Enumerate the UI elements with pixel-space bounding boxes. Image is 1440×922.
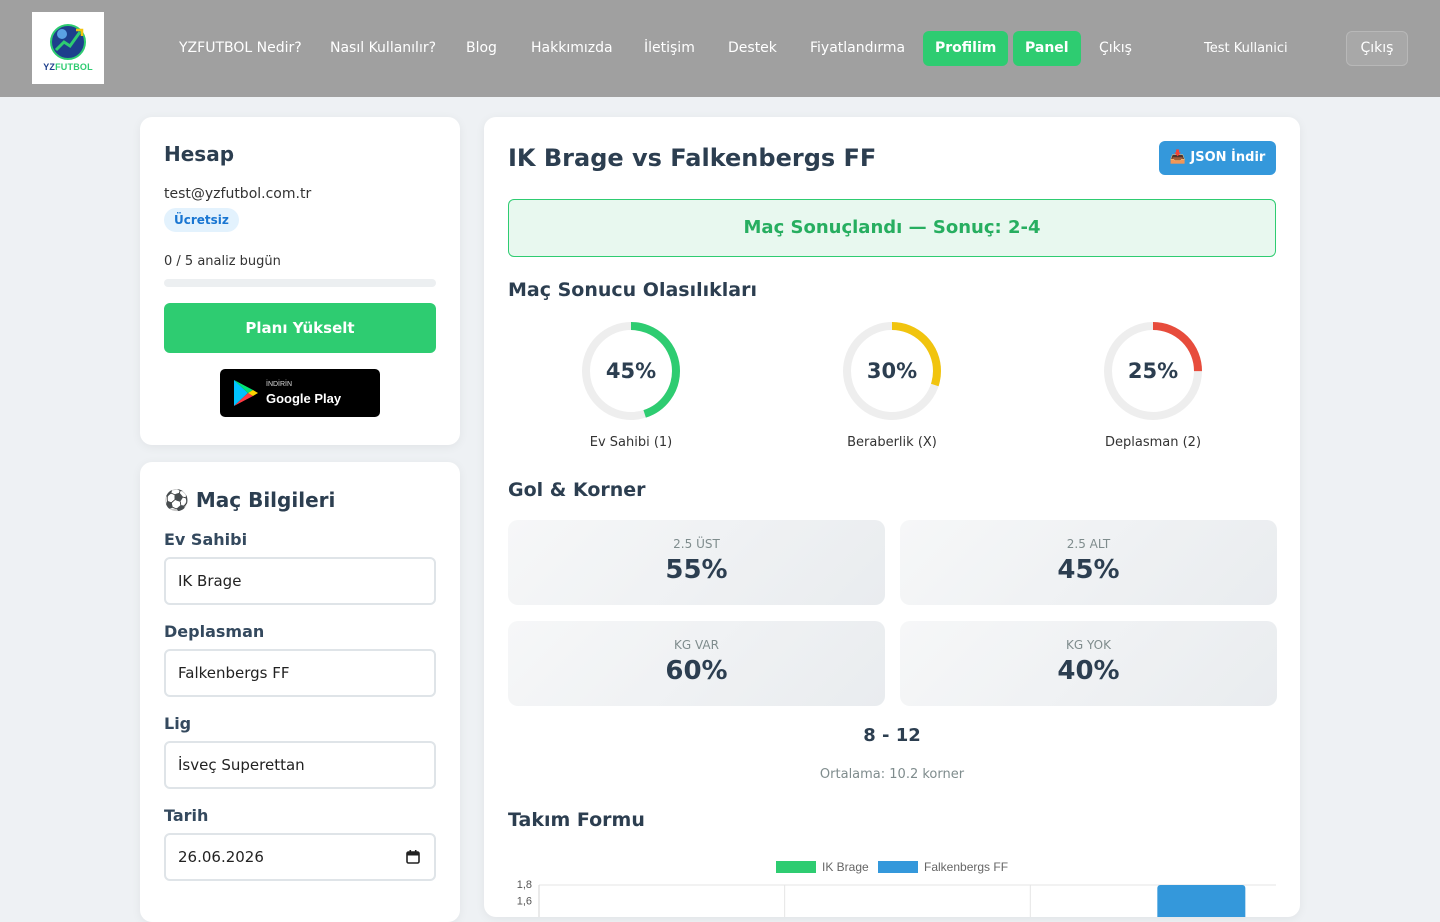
- corner-range: 8 - 12: [863, 725, 921, 746]
- date-label: Tarih: [164, 806, 209, 825]
- brand-logo[interactable]: YZFUTBOL: [32, 12, 104, 84]
- stat-label: KG VAR: [674, 638, 719, 652]
- away-win-label: Deplasman (2): [1104, 435, 1202, 450]
- stat-label: 2.5 ÜST: [673, 537, 720, 551]
- home-win-donut: 45%: [579, 319, 683, 423]
- legend-label: IK Brage: [822, 860, 869, 874]
- donut-arc: [1104, 322, 1202, 420]
- google-play-icon: [234, 380, 258, 406]
- match-title: IK Brage vs Falkenbergs FF: [508, 144, 877, 172]
- y-tick-label: 1,8: [517, 879, 532, 891]
- logout-button[interactable]: Çıkış: [1346, 31, 1408, 66]
- google-play-badge[interactable]: İNDİRİN Google Play: [220, 369, 380, 417]
- nav-link-how-to-use[interactable]: Nasıl Kullanılır?: [330, 40, 437, 56]
- nav-link-about[interactable]: Hakkımızda: [531, 40, 613, 56]
- home-team-label: Ev Sahibi: [164, 530, 248, 549]
- nav-profile-button[interactable]: Profilim: [923, 31, 1009, 66]
- nav-link-contact[interactable]: İletişim: [644, 40, 695, 56]
- usage-text: 0 / 5 analiz bugün: [164, 254, 281, 269]
- stat-label: KG YOK: [1066, 638, 1111, 652]
- google-play-text: Google Play: [266, 391, 342, 406]
- match-info-card: ⚽ Maç Bilgileri Ev Sahibi IK Brage Depla…: [140, 462, 460, 922]
- nav-link-support[interactable]: Destek: [728, 40, 777, 56]
- team-form-section-title: Takım Formu: [508, 809, 645, 831]
- donut-arc: [582, 322, 680, 420]
- account-email: test@yzfutbol.com.tr: [164, 186, 312, 202]
- away-win-value: 25%: [1127, 359, 1179, 383]
- stat-label: 2.5 ALT: [1066, 537, 1111, 551]
- stat-value: 45%: [1057, 555, 1120, 585]
- match-info-title: ⚽ Maç Bilgileri: [164, 488, 336, 512]
- legend-swatch: [878, 861, 918, 873]
- team-form-chart-svg: IK Brage Falkenbergs FF 1,8 1,6: [517, 860, 1276, 917]
- plan-badge: Ücretsiz: [164, 208, 239, 232]
- stat-value: 40%: [1057, 656, 1120, 686]
- away-win-donut: 25%: [1101, 319, 1205, 423]
- btts-no-box: KG YOK 40%: [900, 621, 1277, 706]
- download-json-button[interactable]: 📥 JSON İndir: [1159, 141, 1276, 175]
- home-win-label: Ev Sahibi (1): [589, 435, 673, 450]
- analysis-card: IK Brage vs Falkenbergs FF 📥 JSON İndir …: [484, 117, 1300, 917]
- league-label: Lig: [164, 714, 192, 733]
- btts-yes-box: KG VAR 60%: [508, 621, 885, 706]
- stat-value: 55%: [665, 555, 728, 585]
- legend-label: Falkenbergs FF: [924, 860, 1008, 874]
- top-navbar: YZFUTBOL YZFUTBOL Nedir? Nasıl Kullanılı…: [0, 0, 1440, 97]
- over-2-5-box: 2.5 ÜST 55%: [508, 520, 885, 605]
- nav-link-pricing[interactable]: Fiyatlandırma: [810, 40, 906, 56]
- corner-average: Ortalama: 10.2 korner: [819, 767, 965, 782]
- home-win-value: 45%: [605, 359, 657, 383]
- nav-panel-button[interactable]: Panel: [1013, 31, 1081, 66]
- donut-arc: [843, 322, 941, 420]
- user-name: Test Kullanici: [1204, 41, 1288, 56]
- outcome-section-title: Maç Sonucu Olasılıkları: [508, 279, 757, 301]
- date-value: 26.06.2026: [178, 848, 264, 866]
- account-card: Hesap test@yzfutbol.com.tr Ücretsiz 0 / …: [140, 117, 460, 445]
- team-form-chart: IK Brage Falkenbergs FF 1,8 1,6: [508, 851, 1276, 917]
- nav-link-logout[interactable]: Çıkış: [1099, 40, 1132, 56]
- usage-progress-bar: [164, 279, 436, 287]
- away-team-input[interactable]: Falkenbergs FF: [164, 649, 436, 697]
- y-tick-label: 1,6: [517, 896, 532, 908]
- logo-ball-icon: [50, 24, 86, 60]
- draw-value: 30%: [866, 359, 918, 383]
- upgrade-plan-button[interactable]: Planı Yükselt: [164, 303, 436, 353]
- draw-label: Beraberlik (X): [847, 435, 937, 450]
- calendar-icon[interactable]: [406, 850, 420, 864]
- goal-corner-section-title: Gol & Korner: [508, 479, 646, 501]
- google-play-small-text: İNDİRİN: [266, 381, 293, 388]
- home-team-input[interactable]: IK Brage: [164, 557, 436, 605]
- legend-swatch: [776, 861, 816, 873]
- stat-value: 60%: [665, 656, 728, 686]
- form-bar: [1157, 885, 1246, 917]
- nav-link-what-is[interactable]: YZFUTBOL Nedir?: [179, 40, 302, 56]
- date-input[interactable]: 26.06.2026: [164, 833, 436, 881]
- under-2-5-box: 2.5 ALT 45%: [900, 520, 1277, 605]
- main-nav: YZFUTBOL Nedir? Nasıl Kullanılır? Blog H…: [0, 0, 1440, 97]
- nav-link-blog[interactable]: Blog: [466, 40, 497, 56]
- match-result-banner: Maç Sonuçlandı — Sonuç: 2-4: [508, 199, 1276, 257]
- logo-text: YZFUTBOL: [43, 62, 93, 72]
- draw-donut: 30%: [840, 319, 944, 423]
- away-team-label: Deplasman: [164, 622, 265, 641]
- league-input[interactable]: İsveç Superettan: [164, 741, 436, 789]
- account-title: Hesap: [164, 142, 235, 166]
